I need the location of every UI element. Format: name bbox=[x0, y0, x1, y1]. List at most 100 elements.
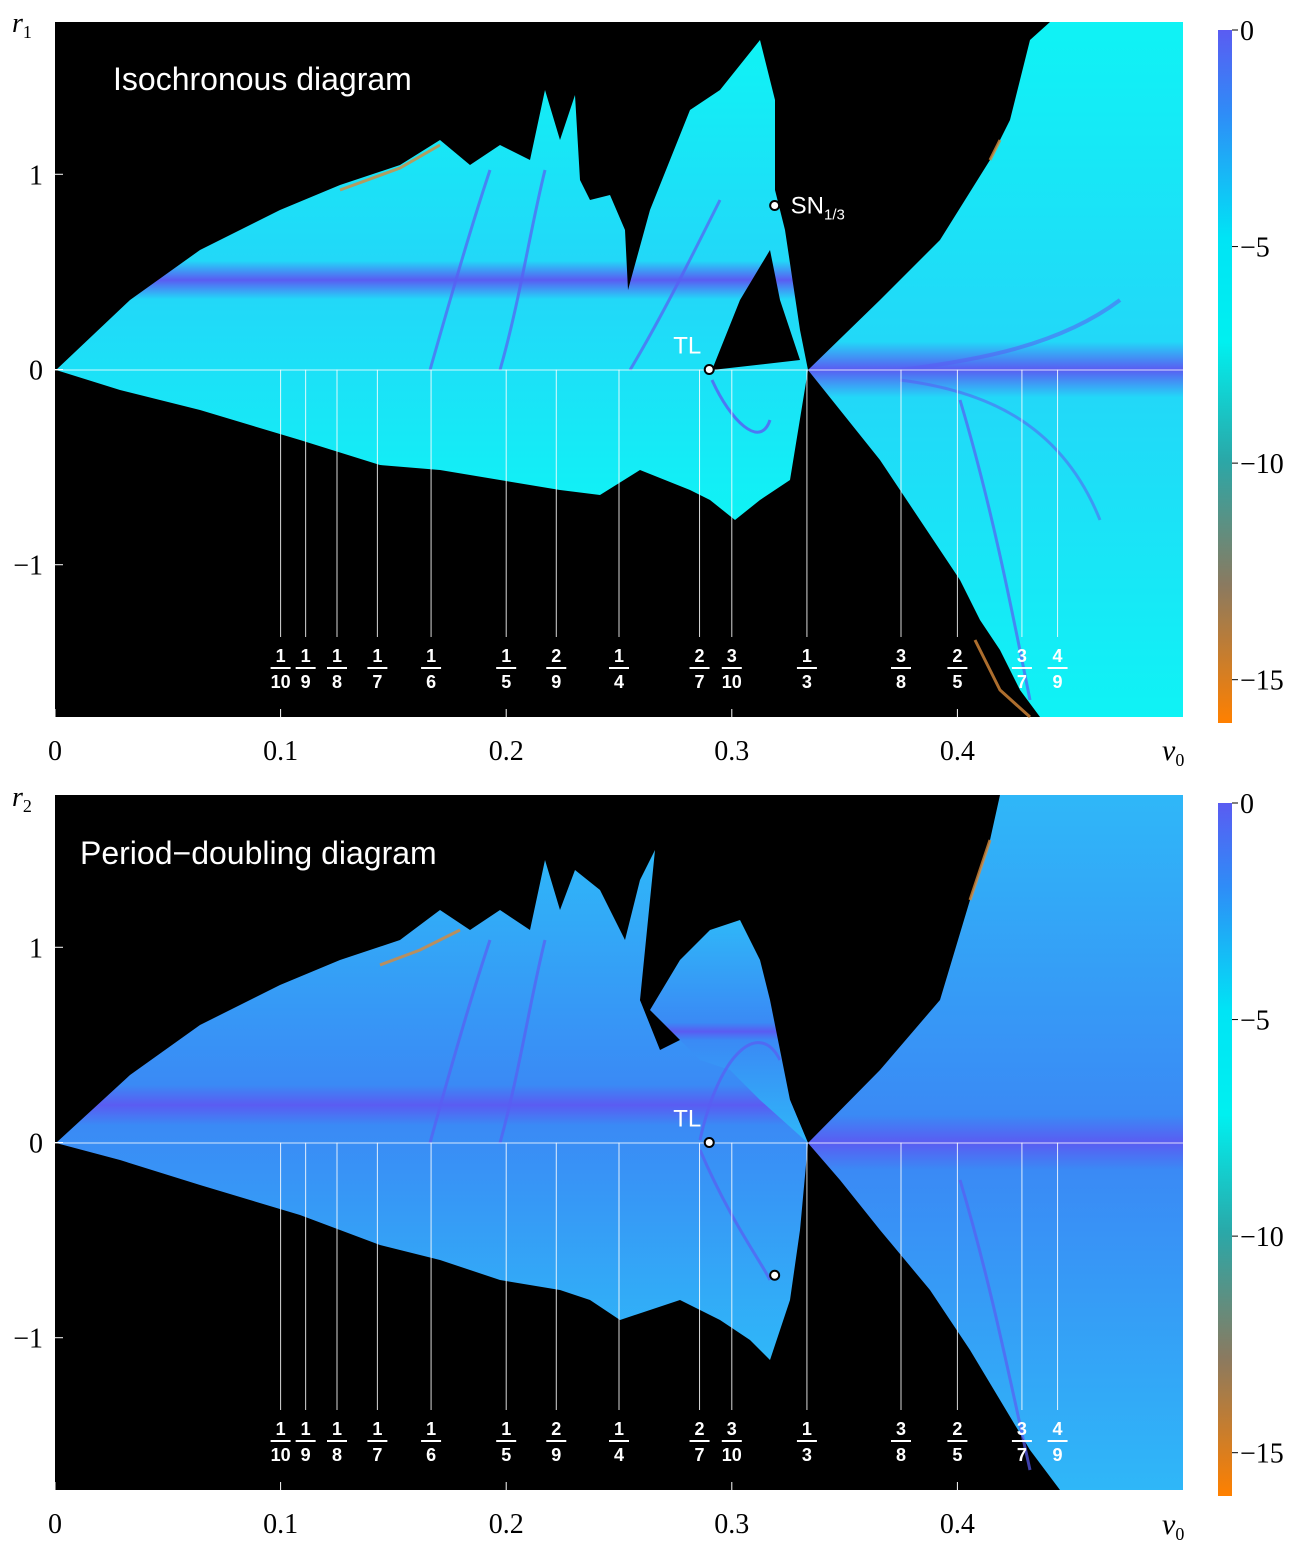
edge-highlight bbox=[968, 839, 992, 901]
resonance-numerator: 1 bbox=[332, 1419, 342, 1439]
resonance-denominator: 7 bbox=[1017, 672, 1027, 692]
gap-region bbox=[712, 250, 800, 370]
resonance-numerator: 4 bbox=[1053, 1419, 1063, 1439]
x-ticks: 0 0.1 0.2 0.3 0.4 bbox=[48, 1482, 975, 1540]
colorbar bbox=[1218, 30, 1232, 723]
resonance-denominator: 9 bbox=[301, 672, 311, 692]
streak bbox=[498, 169, 547, 371]
streak bbox=[899, 298, 1122, 372]
resonance-lines bbox=[280, 1142, 1059, 1410]
colorbar-tick-label: −15 bbox=[1240, 1439, 1284, 1470]
tongue-region bbox=[56, 40, 808, 520]
resonance-denominator: 7 bbox=[372, 1445, 382, 1465]
streak bbox=[428, 939, 492, 1144]
y-axis-label: r1 bbox=[12, 8, 32, 42]
resonance-numerator: 1 bbox=[802, 646, 812, 666]
markers: TL SN1/3 bbox=[673, 193, 845, 375]
resonance-numerator: 2 bbox=[695, 1419, 705, 1439]
x-axis-label: ν0 bbox=[1162, 1508, 1184, 1544]
resonance-numerator: 1 bbox=[614, 1419, 624, 1439]
resonance-denominator: 3 bbox=[802, 1445, 812, 1465]
x-tick-label: 0.1 bbox=[263, 1509, 298, 1540]
resonance-numerator: 1 bbox=[372, 1419, 382, 1439]
colorbar-ticks: 0 −5 −10 −15 bbox=[1232, 789, 1284, 1470]
resonance-denominator: 9 bbox=[301, 1445, 311, 1465]
edge-highlight bbox=[339, 143, 441, 192]
marker-label: TL bbox=[673, 333, 701, 360]
colorbar-tick-label: 0 bbox=[1240, 16, 1254, 47]
edge-highlight bbox=[379, 928, 461, 967]
resonance-denominator: 6 bbox=[426, 672, 436, 692]
resonance-denominator: 9 bbox=[1053, 672, 1063, 692]
resonance-denominator: 8 bbox=[332, 672, 342, 692]
colorbar-tick-label: −5 bbox=[1240, 233, 1270, 264]
resonance-denominator: 9 bbox=[551, 672, 561, 692]
resonance-denominator: 4 bbox=[614, 1445, 624, 1465]
resonance-denominator: 6 bbox=[426, 1445, 436, 1465]
resonance-numerator: 3 bbox=[1017, 1419, 1027, 1439]
y-tick-label: −1 bbox=[13, 1324, 43, 1355]
resonance-denominator: 9 bbox=[1053, 1445, 1063, 1465]
streak bbox=[698, 1149, 772, 1281]
streak bbox=[698, 1041, 782, 1141]
panel-title: Isochronous diagram bbox=[113, 61, 412, 97]
marker-label-sub: 1/3 bbox=[824, 207, 845, 224]
marker-point bbox=[703, 1137, 715, 1148]
resonance-numerator: 4 bbox=[1053, 646, 1063, 666]
streak bbox=[628, 199, 722, 371]
resonance-denominator: 7 bbox=[1017, 1445, 1027, 1465]
resonance-numerator: 2 bbox=[695, 646, 705, 666]
resonance-numerator: 2 bbox=[952, 1419, 962, 1439]
colorbar-tick-label: 0 bbox=[1240, 789, 1254, 820]
resonance-denominator: 10 bbox=[271, 1445, 291, 1465]
colorbar-tick-label: −10 bbox=[1240, 449, 1284, 480]
resonance-numerator: 1 bbox=[276, 1419, 286, 1439]
resonance-denominator: 10 bbox=[722, 1445, 742, 1465]
resonance-numerator: 1 bbox=[802, 1419, 812, 1439]
resonance-numerator: 2 bbox=[551, 646, 561, 666]
resonance-numerator: 3 bbox=[727, 646, 737, 666]
resonance-denominator: 5 bbox=[501, 672, 511, 692]
resonance-numerator: 2 bbox=[551, 1419, 561, 1439]
resonance-denominator: 9 bbox=[551, 1445, 561, 1465]
resonance-denominator: 5 bbox=[952, 1445, 962, 1465]
y-tick-label: −1 bbox=[13, 551, 43, 582]
colorbar-tick-label: −15 bbox=[1240, 666, 1284, 697]
resonance-lines bbox=[280, 369, 1059, 637]
streak bbox=[498, 939, 547, 1144]
tongue-region bbox=[650, 920, 808, 1143]
colorbar-tick-label: −5 bbox=[1240, 1006, 1270, 1037]
x-tick-label: 0 bbox=[48, 1509, 62, 1540]
resonance-numerator: 2 bbox=[952, 646, 962, 666]
resonance-numerator: 1 bbox=[372, 646, 382, 666]
resonance-numerator: 1 bbox=[301, 1419, 311, 1439]
marker-label: TL bbox=[673, 1106, 701, 1133]
y-tick-label: 0 bbox=[29, 1129, 43, 1160]
streak bbox=[710, 379, 772, 434]
y-tick-label: 1 bbox=[29, 160, 43, 191]
resonance-numerator: 3 bbox=[1017, 646, 1027, 666]
resonance-numerator: 1 bbox=[501, 646, 511, 666]
x-ticks: 0 0.1 0.2 0.3 0.4 bbox=[48, 709, 975, 767]
resonance-denominator: 10 bbox=[271, 672, 291, 692]
x-tick-label: 0.3 bbox=[714, 1509, 749, 1540]
resonance-numerator: 1 bbox=[426, 1419, 436, 1439]
x-axis-label: ν0 bbox=[1162, 734, 1184, 770]
resonance-denominator: 8 bbox=[896, 1445, 906, 1465]
resonance-denominator: 3 bbox=[802, 672, 812, 692]
x-tick-label: 0.1 bbox=[263, 736, 298, 767]
panel-title: Period−doubling diagram bbox=[80, 835, 437, 871]
resonance-denominator: 7 bbox=[695, 1445, 705, 1465]
colorbar-ticks: 0 −5 −10 −15 bbox=[1232, 16, 1284, 697]
y-tick-label: 0 bbox=[29, 356, 43, 387]
x-tick-label: 0.2 bbox=[489, 1509, 524, 1540]
y-axis-label: r2 bbox=[12, 782, 32, 816]
resonance-numerator: 3 bbox=[896, 646, 906, 666]
resonance-denominator: 5 bbox=[952, 672, 962, 692]
y-tick-label: 1 bbox=[29, 933, 43, 964]
x-tick-label: 0.4 bbox=[940, 1509, 975, 1540]
